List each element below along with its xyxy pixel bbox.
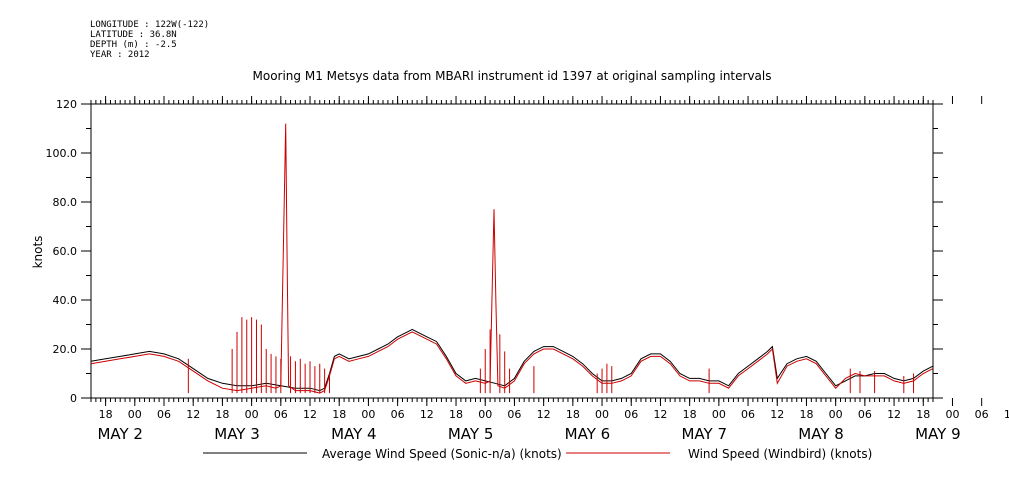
y-tick-label: 60.0 [53,245,78,258]
legend-label-average: Average Wind Speed (Sonic-n/a) (knots) [322,447,562,461]
x-tick-label: 12 [1004,408,1009,421]
series-line-0 [90,328,934,392]
day-label: MAY 5 [448,425,494,443]
legend-label-windbird: Wind Speed (Windbird) (knots) [688,447,872,461]
x-tick-label: 00 [361,408,375,421]
day-label: MAY 6 [565,425,611,443]
y-tick-label: 0 [70,392,77,405]
x-tick-label: 06 [624,408,638,421]
x-tick-label: 00 [128,408,142,421]
x-tick-label: 06 [858,408,872,421]
x-tick-label: 12 [186,408,200,421]
x-tick-label: 00 [712,408,726,421]
y-tick-label: 120 [56,98,77,111]
day-label: MAY 7 [681,425,727,443]
x-tick-label: 18 [332,408,346,421]
x-tick-label: 00 [595,408,609,421]
x-tick-label: 06 [391,408,405,421]
x-tick-label: 06 [741,408,755,421]
x-tick-label: 00 [829,408,843,421]
x-tick-label: 00 [478,408,492,421]
series-line-1 [90,123,934,394]
day-label: MAY 9 [915,425,961,443]
legend: Average Wind Speed (Sonic-n/a) (knots) W… [203,447,872,461]
x-tick-label: 18 [99,408,113,421]
y-tick-label: 20.0 [53,343,78,356]
x-tick-label: 18 [916,408,930,421]
day-label: MAY 3 [214,425,260,443]
x-tick-label: 06 [975,408,989,421]
year-label: YEAR : 2012 [90,50,150,60]
x-tick-label: 18 [799,408,813,421]
day-label: MAY 2 [97,425,143,443]
longitude-label: LONGITUDE : 122W(-122) [90,20,210,30]
y-axis-label: knots [31,236,45,269]
chart-title: Mooring M1 Metsys data from MBARI instru… [253,69,772,83]
latitude-label: LATITUDE : 36.8N [90,30,177,40]
y-tick-label: 100.0 [46,147,78,160]
x-tick-label: 18 [215,408,229,421]
day-label: MAY 4 [331,425,377,443]
x-tick-label: 06 [157,408,171,421]
x-tick-label: 00 [245,408,259,421]
x-tick-label: 06 [507,408,521,421]
x-tick-label: 06 [274,408,288,421]
x-tick-label: 12 [770,408,784,421]
x-tick-label: 00 [945,408,959,421]
y-tick-label: 40.0 [53,294,78,307]
x-tick-label: 12 [887,408,901,421]
x-tick-label: 18 [566,408,580,421]
x-tick-label: 12 [420,408,434,421]
day-label: MAY 8 [798,425,844,443]
x-tick-label: 18 [449,408,463,421]
station-metadata: LONGITUDE : 122W(-122) LATITUDE : 36.8N … [90,20,209,60]
y-tick-label: 80.0 [53,196,78,209]
x-tick-label: 12 [303,408,317,421]
x-tick-label: 12 [537,408,551,421]
x-tick-label: 18 [683,408,697,421]
depth-label: DEPTH (m) : -2.5 [90,40,177,50]
x-tick-label: 12 [653,408,667,421]
plot-frame [90,103,934,399]
